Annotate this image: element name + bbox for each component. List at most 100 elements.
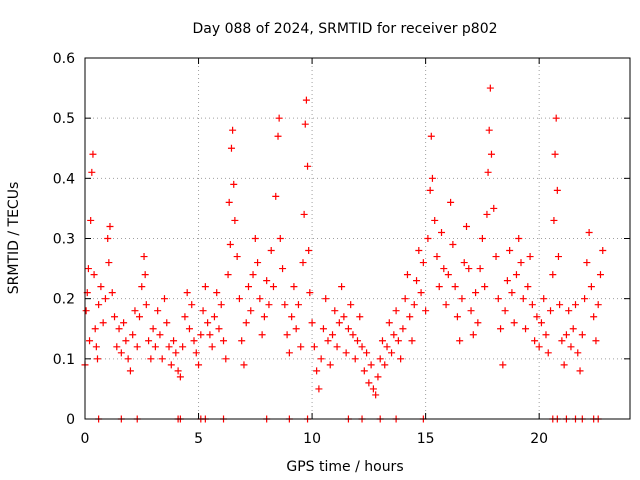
data-point <box>120 319 128 327</box>
data-point <box>554 253 562 261</box>
data-point <box>503 277 511 285</box>
data-point <box>351 355 359 363</box>
x-axis-label: GPS time / hours <box>286 459 403 475</box>
data-point <box>583 259 591 267</box>
data-point <box>458 295 466 303</box>
data-point <box>551 150 559 158</box>
data-point <box>204 319 212 327</box>
data-point <box>394 337 402 345</box>
data-point <box>288 313 296 321</box>
data-point <box>242 319 250 327</box>
data-point <box>463 222 470 230</box>
y-tick-label: 0 <box>66 412 75 428</box>
data-point <box>154 307 162 315</box>
data-point <box>342 349 350 357</box>
data-point <box>136 313 143 321</box>
data-point <box>329 331 337 339</box>
data-point <box>515 235 523 242</box>
data-point <box>560 361 568 369</box>
data-point <box>183 289 191 297</box>
data-point <box>558 337 566 345</box>
x-tick-label: 20 <box>530 431 548 447</box>
data-point <box>138 283 146 291</box>
data-point <box>363 349 371 357</box>
data-point <box>275 114 283 122</box>
data-point <box>95 301 103 309</box>
data-point <box>117 349 125 357</box>
data-point <box>360 367 368 375</box>
data-point <box>524 283 532 291</box>
data-point <box>390 331 398 339</box>
data-point <box>338 283 346 291</box>
data-point <box>179 343 187 351</box>
data-point <box>550 216 558 224</box>
data-point <box>82 307 90 315</box>
data-point <box>562 331 570 339</box>
data-point <box>374 373 382 381</box>
y-tick-label: 0.6 <box>53 51 75 67</box>
data-point <box>126 367 134 375</box>
data-point <box>497 325 505 333</box>
data-point <box>90 271 98 279</box>
data-point <box>447 198 455 206</box>
data-point <box>494 295 502 303</box>
data-point <box>251 235 259 242</box>
data-point <box>581 295 589 303</box>
data-point <box>142 301 150 309</box>
data-point <box>111 313 119 321</box>
data-point <box>526 253 534 261</box>
data-point <box>167 361 175 369</box>
data-point <box>225 198 233 206</box>
data-point <box>417 289 425 297</box>
data-point <box>435 283 443 291</box>
chart-title: Day 088 of 2024, SRMTID for receiver p80… <box>192 21 497 37</box>
data-point <box>399 325 407 333</box>
data-point <box>553 186 561 194</box>
data-point <box>354 337 361 345</box>
data-point <box>256 295 264 303</box>
data-point <box>274 132 282 140</box>
data-point <box>442 301 450 309</box>
data-point <box>99 319 107 327</box>
data-point <box>349 331 357 339</box>
data-point <box>365 379 373 387</box>
data-point <box>156 331 164 339</box>
data-point <box>469 331 477 339</box>
data-point <box>308 319 316 327</box>
data-point <box>340 313 348 321</box>
data-point <box>133 343 141 351</box>
data-point <box>397 355 405 363</box>
data-point <box>93 355 101 363</box>
x-tick-label: 5 <box>194 431 203 447</box>
data-point <box>86 337 94 345</box>
data-point <box>408 337 416 345</box>
data-point <box>230 180 238 188</box>
data-point <box>260 313 268 321</box>
data-point <box>537 319 545 327</box>
data-point <box>145 337 153 345</box>
data-point <box>185 325 193 333</box>
data-point <box>195 361 203 369</box>
data-point <box>431 216 439 224</box>
data-point <box>131 307 139 315</box>
data-point <box>151 343 159 351</box>
data-point <box>149 325 157 333</box>
data-point <box>427 132 435 140</box>
data-point <box>247 307 255 315</box>
data-point <box>294 301 302 309</box>
data-point <box>517 259 525 267</box>
data-point <box>438 228 446 236</box>
data-point <box>552 114 560 122</box>
data-point <box>297 343 305 351</box>
data-point <box>519 295 527 303</box>
data-point <box>299 259 307 267</box>
axis-ticks: 0 0.1 0.2 0.3 0.4 0.5 0.6 0 5 10 15 20 <box>53 51 630 447</box>
data-point <box>567 343 575 351</box>
data-point <box>415 247 423 255</box>
data-point <box>549 271 557 279</box>
data-point <box>235 295 243 303</box>
data-point <box>528 301 536 309</box>
data-point <box>174 367 182 375</box>
data-point <box>276 235 284 242</box>
